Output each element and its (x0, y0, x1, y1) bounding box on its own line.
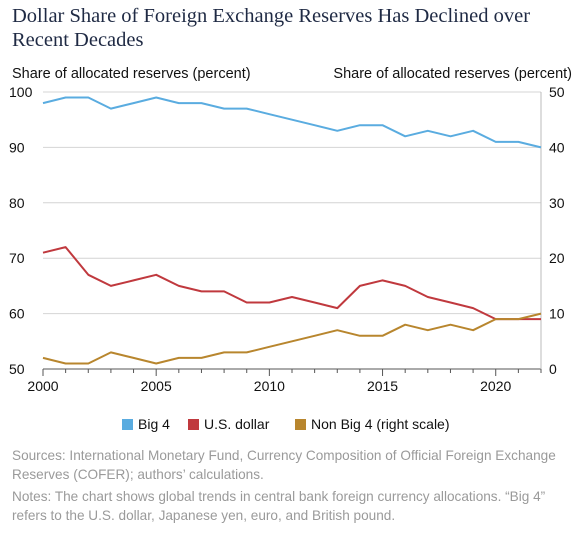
series-line-big-4 (42, 96, 542, 149)
right-axis-label: Share of allocated reserves (percent) (333, 66, 572, 82)
right-tick-label: 40 (549, 139, 565, 155)
right-tick-label: 50 (549, 84, 565, 100)
left-axis-label: Share of allocated reserves (percent) (12, 66, 251, 82)
series-line-u-s-dollar (42, 246, 541, 321)
left-tick-label: 80 (9, 195, 25, 211)
legend-label-non-big-4-right-scale: Non Big 4 (right scale) (311, 416, 450, 432)
series-line-non-big-4-right-scale (42, 312, 542, 365)
x-tick-label: 2010 (254, 378, 285, 394)
left-tick-label: 60 (9, 306, 25, 322)
right-tick-label: 30 (549, 195, 565, 211)
legend-label-big-4: Big 4 (138, 416, 170, 432)
gridlines (43, 91, 541, 315)
right-tick-label: 10 (549, 306, 565, 322)
legend-swatch-u-s-dollar (188, 419, 199, 430)
left-tick-label: 70 (9, 250, 25, 266)
sources-note: Sources: International Monetary Fund, Cu… (12, 448, 556, 482)
legend-swatch-non-big-4-right-scale (295, 419, 306, 430)
line-chart: Share of allocated reserves (percent) Sh… (9, 66, 572, 432)
right-tick-label: 0 (549, 361, 557, 377)
axes (42, 92, 542, 376)
x-tick-label: 2005 (141, 378, 172, 394)
chart-title: Dollar Share of Foreign Exchange Reserve… (12, 5, 531, 51)
left-tick-label: 100 (9, 84, 33, 100)
x-tick-label: 2015 (367, 378, 398, 394)
series-lines (42, 96, 542, 365)
left-tick-label: 90 (9, 139, 25, 155)
x-tick-label: 2000 (27, 378, 58, 394)
right-tick-label: 20 (549, 250, 565, 266)
legend-label-u-s-dollar: U.S. dollar (204, 416, 270, 432)
left-tick-label: 50 (9, 361, 25, 377)
legend-swatch-big-4 (122, 419, 133, 430)
notes-text: Notes: The chart shows global trends in … (12, 489, 546, 523)
x-tick-label: 2020 (480, 378, 511, 394)
legend: Big 4 U.S. dollar Non Big 4 (right scale) (122, 416, 450, 432)
